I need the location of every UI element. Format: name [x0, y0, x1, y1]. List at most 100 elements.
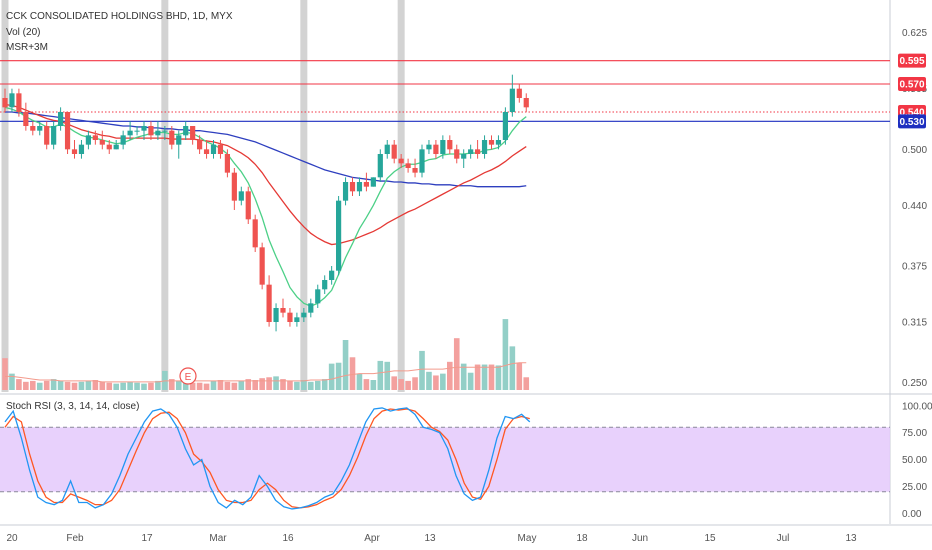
candle-body [71, 149, 78, 154]
volume-bar [106, 382, 113, 390]
axes: 20 Feb 17 Mar 16 Apr 13 May 18 Jun 15 Jul 13 0.625 0.5… [6, 28, 932, 544]
volume-bar [398, 379, 404, 390]
volume-bar [23, 381, 29, 390]
candle [51, 121, 57, 150]
volume-bar [169, 379, 175, 390]
candle-body [245, 191, 251, 220]
candle [120, 130, 126, 150]
candle [516, 84, 522, 103]
candle [252, 214, 258, 252]
candle-body [127, 130, 133, 136]
x-tick-label: Jun [632, 533, 648, 544]
volume-bar [92, 380, 99, 390]
x-tick-label: May [518, 533, 537, 544]
candle [384, 140, 390, 159]
x-tick-label: 15 [704, 533, 716, 544]
volume-bar [155, 380, 161, 390]
candle-body [294, 317, 300, 322]
candle-body [197, 140, 203, 150]
candle [280, 298, 286, 318]
candle [106, 140, 112, 154]
candle [329, 266, 335, 285]
stoch-rsi-tick-label: 0.00 [902, 509, 922, 520]
candle [99, 130, 105, 150]
candle [169, 126, 175, 150]
candle-body [377, 154, 383, 178]
candle-body [475, 149, 481, 154]
candle-body [51, 126, 57, 145]
session-separator [1, 0, 9, 392]
candle [162, 126, 168, 140]
session-separator [397, 0, 405, 392]
candle [412, 158, 418, 178]
candle-body [287, 312, 293, 322]
volume-bar [231, 382, 238, 390]
volume-bar [217, 380, 224, 390]
volume-bar [43, 380, 50, 390]
candle [9, 88, 15, 112]
volume-bar [460, 363, 467, 390]
candle [342, 177, 349, 206]
candle-body [252, 219, 258, 248]
volume-bar [175, 380, 182, 390]
volume-bar [391, 376, 397, 390]
candle [475, 140, 481, 159]
volume-bar [294, 381, 300, 390]
candle [92, 130, 98, 145]
candle [85, 130, 91, 150]
volume-bar [447, 361, 453, 390]
candle-body [155, 130, 161, 136]
x-tick-label: 13 [424, 533, 436, 544]
candle [301, 308, 307, 322]
candle [461, 149, 467, 168]
candle-body [217, 144, 224, 154]
candle-body [99, 140, 105, 145]
level-badge-bg [898, 53, 926, 68]
candle-body [516, 88, 522, 98]
candle-body [169, 130, 175, 145]
volume-bar [335, 362, 342, 390]
x-tick-label: 20 [6, 533, 18, 544]
candle-body [315, 289, 321, 304]
volume-bar [363, 379, 370, 390]
level-badge: 0.530 [898, 114, 926, 129]
volume-bar [516, 362, 523, 390]
volume-bar [405, 380, 411, 390]
volume-bar [141, 383, 147, 390]
volume-bar [50, 379, 57, 390]
candle [405, 158, 411, 173]
candle-body [370, 177, 376, 187]
price-tick-label: 0.440 [902, 201, 927, 212]
stoch-rsi-tick-label: 75.00 [902, 428, 927, 439]
volume-bar [189, 382, 196, 390]
earnings-marker-circle [179, 367, 197, 385]
candle-body [85, 135, 91, 145]
candle [183, 121, 189, 140]
candle [336, 196, 342, 276]
candle [481, 135, 488, 159]
candle [447, 135, 453, 154]
volume-bar [349, 357, 356, 390]
candle-body [113, 144, 119, 150]
volume-bar [85, 380, 92, 390]
candle [238, 186, 244, 206]
volume-bar [252, 380, 258, 390]
level-badge: 0.595 [898, 53, 926, 68]
level-badge-label: 0.530 [899, 117, 924, 128]
earnings-marker[interactable]: E [179, 367, 197, 385]
x-tick-label: Apr [364, 533, 380, 544]
candle [30, 121, 36, 136]
candle-body [162, 130, 168, 132]
volume-bar [419, 350, 425, 390]
candle-body [481, 140, 488, 154]
volume-bar [509, 346, 516, 390]
candle-body [280, 308, 286, 313]
x-tick-label: Mar [209, 533, 227, 544]
volume-bar [356, 373, 363, 390]
candle [308, 298, 314, 318]
candle [231, 168, 237, 210]
volume-bar [259, 378, 265, 390]
level-badge-bg [898, 77, 926, 91]
candle-body [176, 135, 182, 145]
